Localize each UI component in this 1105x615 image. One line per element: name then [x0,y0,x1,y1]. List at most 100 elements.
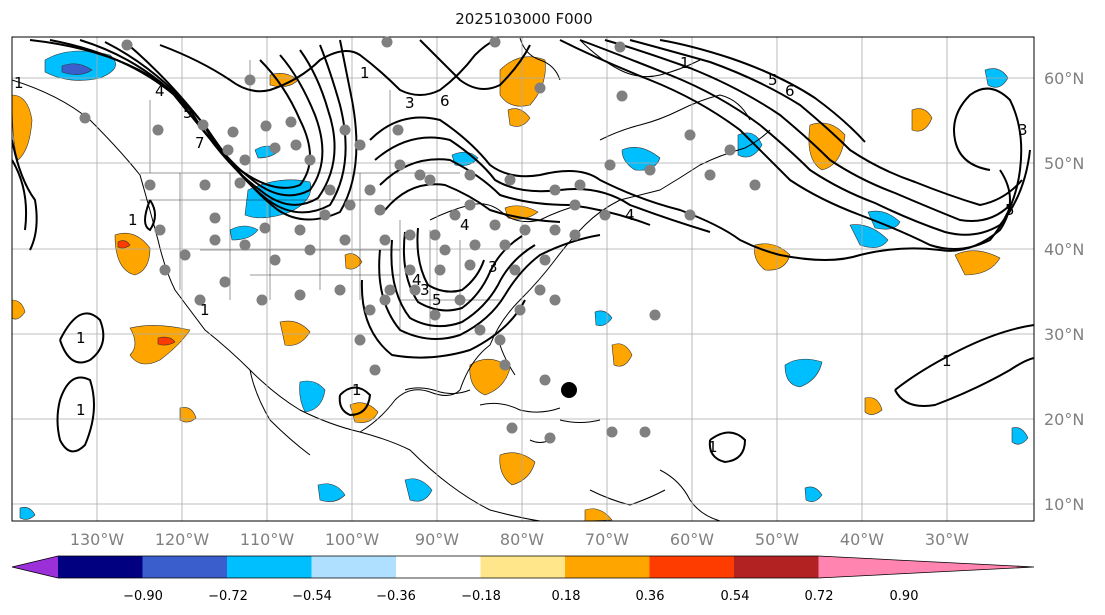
colorbar [11,555,1035,579]
colorbar-segment [142,556,228,578]
station-dot [319,209,331,221]
station-dot [222,144,234,156]
station-dot [544,432,556,444]
station-dot [194,294,206,306]
station-dot [256,294,268,306]
longitude-label: 30°W [925,530,969,549]
positive-anomaly-region [469,358,511,396]
positive-anomaly-region [117,240,131,249]
station-dot [199,179,211,191]
station-dot [549,294,561,306]
station-dot [569,229,581,241]
station-dot [499,239,511,251]
negative-anomaly-region [229,225,259,241]
station-dot [239,239,251,251]
contour-label: 4 [412,271,422,289]
colorbar-tick-label: −0.18 [461,589,501,604]
latitude-axis-labels: 60°N 50°N 40°N 30°N 20°N 10°N [1044,69,1084,514]
station-dot [209,234,221,246]
contour-label: 1 [352,381,362,399]
station-dot [384,284,396,296]
station-dot [379,234,391,246]
contour-label: 1 [360,64,370,82]
station-dot [684,209,696,221]
positive-anomaly-region [344,253,363,270]
longitude-label: 90°W [415,530,459,549]
positive-anomaly-region [349,402,379,423]
station-dot [121,39,133,51]
negative-anomaly-region [317,483,346,502]
station-dot [209,212,221,224]
station-dot [616,90,628,102]
longitude-label: 120°W [155,530,210,549]
negative-anomaly-region [19,507,36,520]
station-dot [724,144,736,156]
contour-label: 1 [14,74,24,92]
station-dot [574,179,586,191]
station-dot [219,276,231,288]
negative-anomaly-region [867,210,901,230]
station-dot [354,334,366,346]
contour-label: 1 [128,211,138,229]
station-dot [606,426,618,438]
contour-label: 1 [708,438,718,456]
graticule [12,37,1034,521]
station-dot [239,154,251,166]
station-dot [369,364,381,376]
contour-label: 4 [460,216,470,234]
station-dot [439,244,451,256]
station-dot [509,264,521,276]
colorbar-tick-label: −0.72 [208,589,248,604]
station-dot [499,359,511,371]
station-dot [414,169,426,181]
negative-anomaly-region [1011,427,1029,445]
longitude-label: 110°W [240,530,295,549]
contour-label: 5 [432,291,442,309]
colorbar-extend-max [818,556,1034,578]
negative-anomaly-region [784,358,823,388]
station-dot [449,209,461,221]
latitude-label: 10°N [1044,495,1084,514]
negative-anomaly-region [804,486,823,502]
positive-anomaly-region [157,336,176,346]
station-dot [339,124,351,136]
contour-label: 4 [155,82,165,100]
station-dot [534,284,546,296]
station-dot [434,264,446,276]
longitude-label: 50°W [755,530,799,549]
station-dot [539,374,551,386]
station-dot [614,41,626,53]
station-dot [504,174,516,186]
positive-anomaly-region [12,94,33,161]
station-dot [539,254,551,266]
station-dot [514,304,526,316]
station-dot [364,304,376,316]
contour-label: 3 [1018,121,1028,139]
station-dot [704,169,716,181]
station-dot [381,36,393,48]
station-dot [549,224,561,236]
latitude-label: 20°N [1044,410,1084,429]
colorbar-segment [480,556,566,578]
latitude-label: 60°N [1044,69,1084,88]
colorbar-tick-label: 0.90 [890,589,919,604]
longitude-label: 80°W [500,530,544,549]
station-dot [474,324,486,336]
station-dot [354,139,366,151]
station-dot [379,294,391,306]
contour-label: 1 [680,54,690,72]
station-dot [604,159,616,171]
contour-label: 1 [200,301,210,319]
contour-label: 6 [785,82,795,100]
colorbar-tick-label: −0.54 [292,589,332,604]
colorbar-tick-label: 0.18 [552,589,581,604]
storm-center-marker [561,382,577,398]
station-dot [644,164,656,176]
station-dot [649,309,661,321]
station-dot [304,244,316,256]
station-dot [684,129,696,141]
station-dot [154,224,166,236]
station-markers [79,36,761,444]
station-dot [519,224,531,236]
